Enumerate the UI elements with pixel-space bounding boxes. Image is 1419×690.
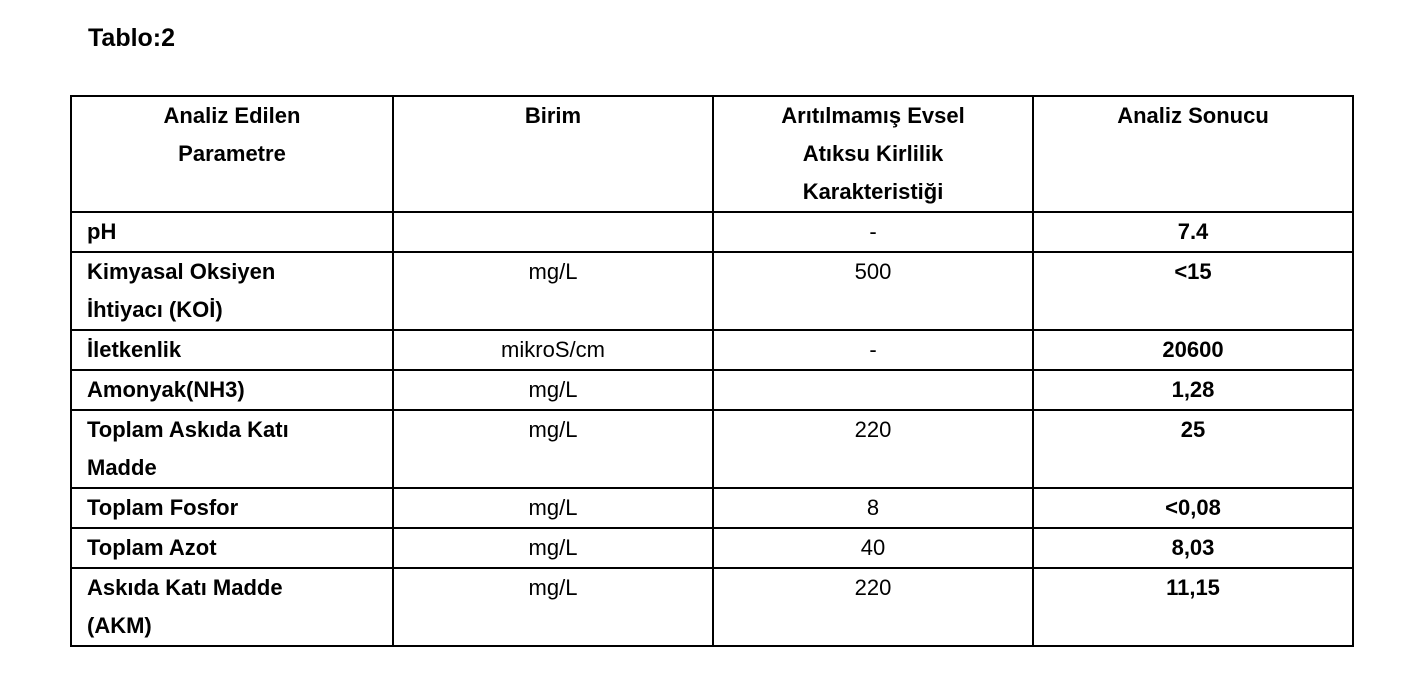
cell-characteristic: 8	[712, 487, 1034, 529]
table-row: Toplam Askıda Katı Madde mg/L 220 25	[70, 409, 1354, 489]
cell-result: 7.4	[1032, 211, 1354, 253]
cell-result: 11,15	[1032, 567, 1354, 647]
table-row: Amonyak(NH3) mg/L 1,28	[70, 369, 1354, 411]
cell-characteristic: 500	[712, 251, 1034, 331]
table-body: pH -7.4 Kimyasal Oksiyen İhtiyacı (KOİ) mg/…	[70, 211, 1354, 647]
table-caption: Tablo:2	[88, 24, 176, 52]
header-unit: Birim	[392, 95, 714, 213]
cell-parameter: Toplam Askıda Katı Madde	[70, 409, 394, 489]
cell-unit: mg/L	[392, 527, 714, 569]
cell-parameter: pH	[70, 211, 394, 253]
cell-characteristic: 40	[712, 527, 1034, 569]
cell-result: <15	[1032, 251, 1354, 331]
cell-result: <0,08	[1032, 487, 1354, 529]
table-row: pH -7.4	[70, 211, 1354, 253]
cell-characteristic	[712, 369, 1034, 411]
table-row: Toplam Fosfor mg/L 8 <0,08	[70, 487, 1354, 529]
table-row: Toplam Azot mg/L 40 8,03	[70, 527, 1354, 569]
cell-unit: mg/L	[392, 409, 714, 489]
analysis-table: Analiz Edilen Parametre Birim Arıtılmamı…	[70, 95, 1354, 647]
cell-parameter: Kimyasal Oksiyen İhtiyacı (KOİ)	[70, 251, 394, 331]
cell-parameter: Amonyak(NH3)	[70, 369, 394, 411]
cell-unit: mikroS/cm	[392, 329, 714, 371]
cell-parameter: Toplam Azot	[70, 527, 394, 569]
cell-unit: mg/L	[392, 251, 714, 331]
table-header-row: Analiz Edilen Parametre Birim Arıtılmamı…	[70, 95, 1354, 213]
cell-characteristic: 220	[712, 409, 1034, 489]
cell-characteristic: -	[712, 211, 1034, 253]
header-parameter: Analiz Edilen Parametre	[70, 95, 394, 213]
cell-characteristic: 220	[712, 567, 1034, 647]
table-row: Askıda Katı Madde (AKM) mg/L 220 11,15	[70, 567, 1354, 647]
header-characteristic: Arıtılmamış Evsel Atıksu Kirlilik Karakt…	[712, 95, 1034, 213]
cell-unit	[392, 211, 714, 253]
cell-parameter: Toplam Fosfor	[70, 487, 394, 529]
cell-unit: mg/L	[392, 369, 714, 411]
cell-parameter: Askıda Katı Madde (AKM)	[70, 567, 394, 647]
header-result: Analiz Sonucu	[1032, 95, 1354, 213]
cell-parameter: İletkenlik	[70, 329, 394, 371]
cell-result: 8,03	[1032, 527, 1354, 569]
cell-result: 20600	[1032, 329, 1354, 371]
table-row: Kimyasal Oksiyen İhtiyacı (KOİ) mg/L 500 <1…	[70, 251, 1354, 331]
cell-result: 25	[1032, 409, 1354, 489]
cell-unit: mg/L	[392, 567, 714, 647]
cell-characteristic: -	[712, 329, 1034, 371]
cell-unit: mg/L	[392, 487, 714, 529]
table-row: İletkenlik mikroS/cm -20600	[70, 329, 1354, 371]
cell-result: 1,28	[1032, 369, 1354, 411]
